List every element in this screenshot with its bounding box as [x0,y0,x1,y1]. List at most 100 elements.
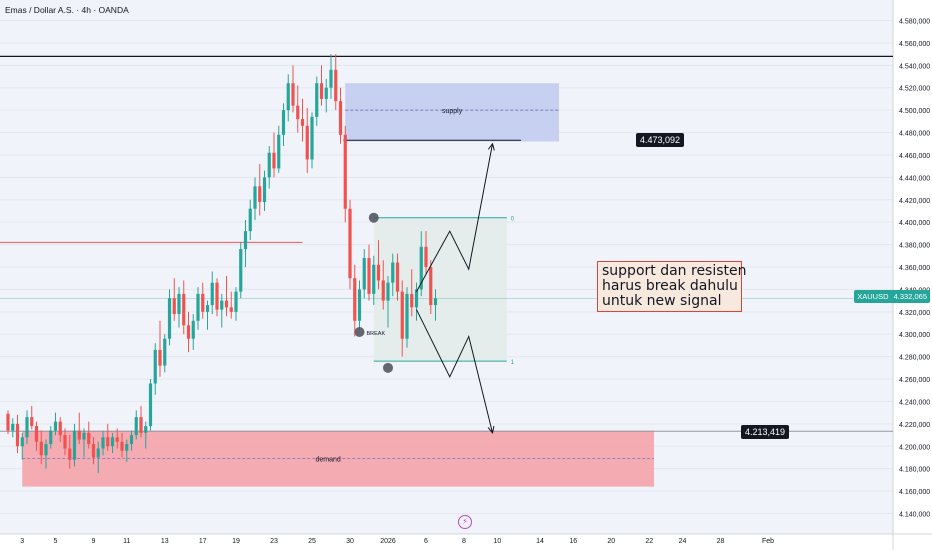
note-line-2: harus break dahulu [602,278,738,294]
candle-body [405,293,409,339]
x-tick-label: 23 [270,538,278,545]
last-price-value: 4.332,065 [893,292,927,301]
candle-body [391,262,395,283]
x-tick-label: 11 [123,538,130,545]
candle-body [338,101,343,135]
candle-body [372,264,376,294]
candle-body [229,307,233,312]
candle-body [343,134,347,209]
candle-body [353,278,357,321]
candle-body [167,298,172,339]
x-tick-label: 6 [424,538,428,545]
y-tick-label: 4.140,000 [899,512,930,519]
lightning-icon[interactable]: ⚡ [458,515,472,529]
x-tick-label: 2026 [380,538,396,545]
candle-body [429,267,433,306]
candle-body [281,110,286,135]
fib-label-bottom: 1 [511,360,515,366]
pivot-marker [354,326,365,337]
candle-body [248,208,252,232]
candle-body [144,426,148,433]
y-tick-label: 4.240,000 [899,399,930,406]
candle-body [68,448,72,460]
candle-body [177,293,181,315]
candle-body [286,83,290,111]
x-tick-label: 8 [462,538,466,545]
supply-label: supply [442,108,463,115]
x-tick-label: Feb [762,538,774,545]
x-tick-label: 25 [308,538,316,545]
candle-body [20,437,24,447]
candle-body [182,293,186,326]
candle-body [348,208,352,279]
x-tick-label: 9 [92,538,96,545]
candle-body [11,423,15,431]
candle-body [215,282,219,310]
y-tick-label: 4.180,000 [899,467,930,474]
candle-body [39,441,43,456]
candle-body [205,305,210,312]
annotation-note: support dan resisten harus break dahulu … [597,261,747,312]
candle-body [148,383,153,427]
x-tick-label: 28 [717,538,725,545]
candle-body [414,289,419,308]
x-tick-label: 17 [199,538,207,545]
chart-title: Emas / Dollar A.S. · 4h · OANDA [5,5,129,15]
candle-body [319,83,324,99]
candle-body [296,105,300,120]
x-tick-label: 5 [54,538,58,545]
candle-body [153,349,157,384]
candle-body [419,246,423,290]
candle-body [253,186,257,209]
candle-body [172,298,176,315]
x-tick-label: 10 [493,538,501,545]
lower-target-tag: 4.213,419 [741,425,790,439]
y-tick-label: 4.280,000 [899,355,930,362]
y-tick-label: 4.160,000 [899,489,930,496]
candle-body [305,125,309,160]
candle-body [77,430,81,440]
fib-box [373,217,507,362]
y-tick-label: 4.540,000 [899,63,930,70]
candle-body [139,417,143,433]
candle-body [324,87,328,99]
y-tick-label: 4.200,000 [899,444,930,451]
y-tick-label: 4.220,000 [899,422,930,429]
y-tick-label: 4.520,000 [899,86,930,93]
candle-body [63,435,67,449]
candle-body [96,448,100,458]
candle-body [277,134,281,169]
candle-body [158,349,162,366]
candle-body [129,435,134,445]
candle-body [376,264,381,281]
y-tick-label: 4.580,000 [899,19,930,26]
fib-label-top: 0 [511,217,515,223]
y-tick-label: 4.560,000 [899,41,930,48]
candle-body [106,437,110,447]
candle-body [186,325,191,339]
x-tick-label: 30 [346,538,354,545]
candle-body [125,444,129,451]
candle-body [315,83,319,117]
y-tick-label: 4.460,000 [899,153,930,160]
y-tick-label: 4.320,000 [899,310,930,317]
supply-zone [345,83,559,142]
candle-body [395,262,400,292]
candle-body [15,423,20,447]
pivot-marker [368,212,379,223]
candle-body [220,300,224,310]
candle-body [329,69,333,88]
note-line-3: untuk new signal [602,293,722,309]
candle-body [239,249,243,292]
y-tick-label: 4.420,000 [899,198,930,205]
candle-body [44,444,48,456]
candle-body [58,421,62,436]
x-tick-label: 24 [679,538,687,545]
candle-body [82,432,86,440]
candle-body [49,430,53,445]
projection-down-arrowhead [487,425,495,434]
note-line-1: support dan resisten [602,263,747,279]
projection-down [416,309,493,433]
